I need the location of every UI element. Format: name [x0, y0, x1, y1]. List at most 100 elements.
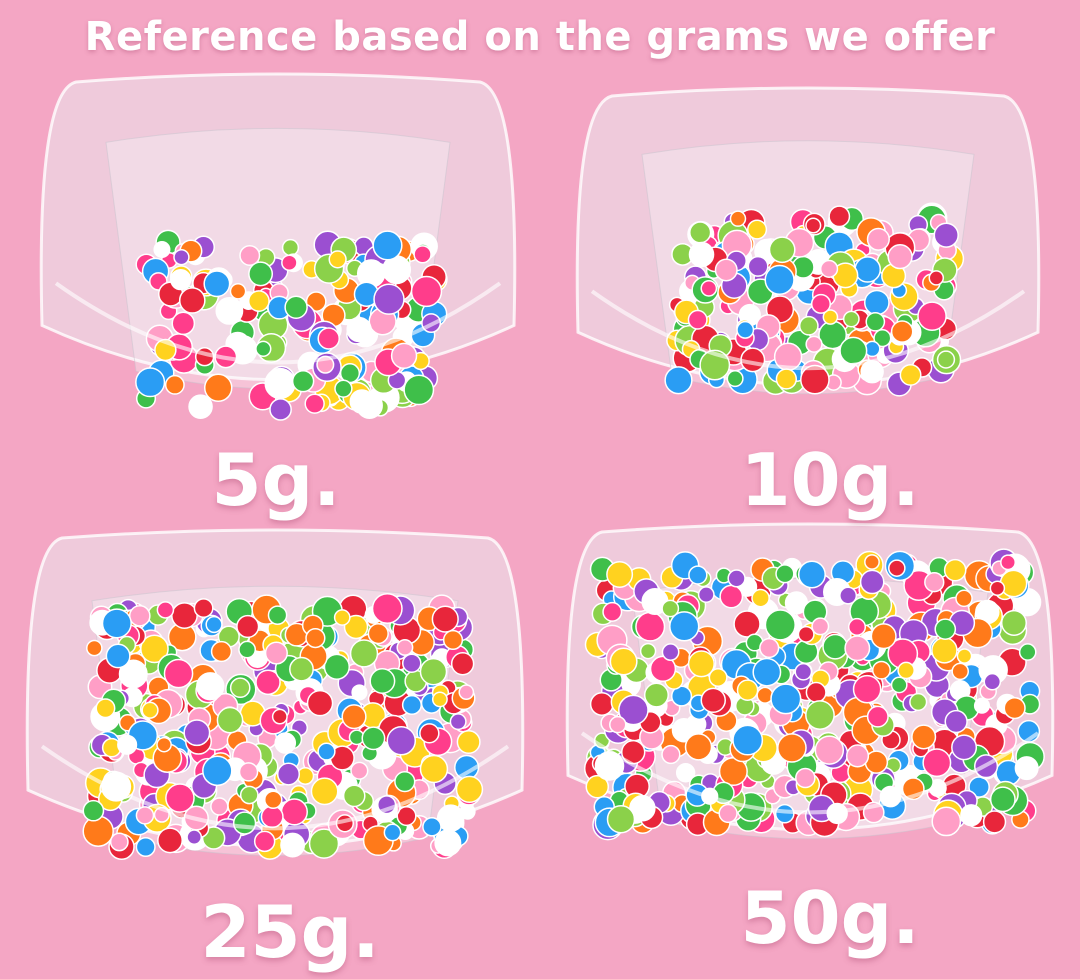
fruit-slice: [863, 289, 890, 316]
fruit-slice: [800, 364, 830, 395]
fruit-slice: [205, 615, 223, 634]
fruit-slice: [396, 639, 414, 656]
fruit-slice: [1018, 643, 1037, 661]
fruit-slice: [183, 719, 211, 747]
fruit-slice: [606, 561, 634, 588]
fruit-slice: [281, 254, 298, 272]
fruit-slice: [768, 236, 796, 264]
fruit-slice: [419, 723, 440, 744]
fruit-slice: [255, 669, 281, 696]
fruit-slice: [989, 786, 1016, 813]
label-50g: 50g.: [740, 876, 920, 960]
fruit-slice: [708, 667, 728, 687]
fruit-slice: [188, 394, 213, 419]
fruit-slice: [797, 560, 826, 589]
bowl-10g: [575, 86, 1041, 397]
fruit-slice: [764, 609, 796, 641]
fruit-slice: [422, 817, 442, 837]
fruit-slice: [675, 763, 696, 783]
fruit-slice: [373, 283, 405, 315]
fruit-slice: [794, 662, 813, 681]
fruit-slice: [775, 368, 798, 390]
fruit-slice: [733, 610, 761, 638]
fruit-slice: [135, 806, 155, 825]
fruit-slice: [86, 639, 103, 657]
fruit-slice: [852, 674, 882, 704]
fruit-slice: [193, 598, 214, 619]
fruit-slice: [455, 775, 484, 804]
fruit-slice: [171, 602, 198, 629]
fruit-slice: [153, 241, 171, 259]
fruit-slice: [664, 366, 693, 395]
fruit-slice: [173, 248, 190, 266]
fruit-slice: [239, 785, 259, 805]
fruit-slice: [101, 608, 132, 639]
fruit-slice: [777, 733, 807, 763]
fruit-slice: [887, 243, 913, 270]
fruit-slice: [264, 367, 296, 400]
fruit-slice: [928, 270, 945, 286]
fruit-slice: [736, 679, 759, 701]
fruit-slice: [1014, 756, 1039, 781]
fruit-slice: [449, 713, 467, 731]
fruit-slice: [164, 374, 185, 395]
fruit-slice: [118, 659, 148, 689]
fruit-slice: [367, 622, 389, 645]
fruit-slice: [82, 815, 114, 847]
label-5g: 5g.: [211, 438, 341, 522]
fruit-slice: [726, 370, 744, 388]
fruit-slice: [456, 730, 481, 755]
fruit-slice: [141, 701, 159, 719]
fruit-slice: [442, 629, 464, 651]
fruit-slice: [253, 830, 276, 853]
fruit-slice: [805, 700, 835, 730]
fruit-slice: [372, 230, 403, 261]
fruit-slice: [238, 762, 259, 782]
fruit-slice: [729, 210, 747, 227]
fruit-slice: [210, 640, 233, 663]
fruit-slice: [203, 373, 233, 403]
fruit-slice: [229, 677, 251, 699]
fruit-slice: [899, 363, 922, 386]
fruit-slice: [82, 799, 105, 822]
fruit-slice: [386, 725, 417, 756]
fruit-slice: [798, 315, 819, 336]
fruit-slice: [280, 798, 308, 826]
fruit-slice: [349, 389, 375, 414]
fruit-slice: [157, 827, 183, 854]
fruit-slice: [434, 829, 462, 857]
fruit-slice: [458, 684, 475, 701]
fruit-slice: [323, 653, 350, 680]
fruit-slice: [109, 832, 129, 852]
fruit-slice: [371, 593, 403, 624]
fruit-slice: [688, 565, 708, 585]
fruit-slice: [661, 599, 680, 618]
fruit-slice: [814, 735, 845, 765]
fruit-slice: [689, 221, 712, 244]
fruit-slice: [890, 676, 908, 694]
fruit-slice: [215, 296, 244, 325]
fruit-slice: [618, 694, 649, 726]
fruit-slice: [719, 584, 744, 609]
fruit-slice: [135, 367, 166, 398]
fruit-slice: [859, 569, 885, 595]
fruit-slice: [687, 309, 708, 330]
fruit-slice: [811, 617, 830, 636]
fruit-slice: [844, 635, 871, 662]
label-10g: 10g.: [740, 438, 920, 522]
fruit-slice: [419, 657, 448, 686]
fruit-slice: [847, 617, 867, 636]
fruit-slice: [727, 569, 746, 588]
fruit-slice: [248, 261, 274, 287]
fruit-slice: [770, 683, 802, 715]
fruit-slice: [805, 335, 823, 353]
fruit-slice: [349, 639, 379, 668]
fruit-slice: [951, 662, 970, 681]
fruit-slice: [450, 652, 475, 676]
fruit-slice: [156, 736, 172, 753]
fruit-slice: [305, 627, 326, 649]
fruit-slice: [255, 340, 272, 357]
fruit-slice: [828, 205, 851, 228]
fruit-slice: [805, 217, 822, 234]
fruit-slice: [609, 647, 638, 676]
